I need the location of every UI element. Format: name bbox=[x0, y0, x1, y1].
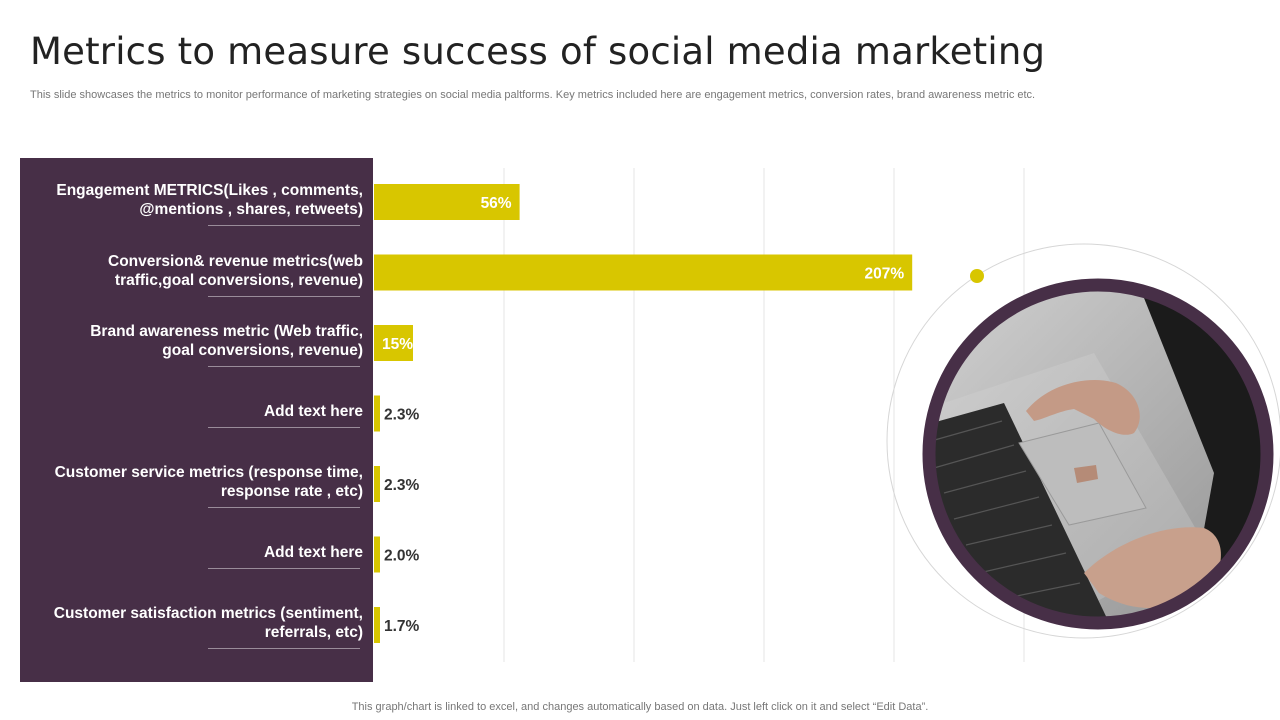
photo-outer-ring bbox=[886, 243, 1280, 639]
category-label-line: Conversion& revenue metrics(web bbox=[108, 252, 363, 270]
data-label: 2.0% bbox=[384, 548, 420, 565]
bar[interactable] bbox=[374, 466, 380, 502]
category-label: Brand awareness metric (Web traffic, goal… bbox=[33, 322, 363, 360]
data-label: 2.3% bbox=[384, 477, 420, 494]
slide-subtitle: This slide showcases the metrics to moni… bbox=[30, 89, 1036, 101]
data-label: 15% bbox=[382, 336, 413, 353]
category-underline bbox=[208, 427, 360, 428]
category-label: Customer satisfaction metrics (sentiment… bbox=[33, 604, 363, 642]
bar[interactable] bbox=[374, 254, 913, 291]
bar[interactable] bbox=[374, 184, 520, 220]
category-label-line: Brand awareness metric (Web traffic, bbox=[90, 323, 363, 340]
category-label-line: Add text here bbox=[263, 544, 363, 561]
slide-footer: This graph/chart is linked to excel, and… bbox=[351, 701, 929, 713]
category-label-line: referrals, etc) bbox=[264, 624, 363, 641]
bar[interactable] bbox=[374, 536, 380, 573]
data-label: 1.7% bbox=[384, 618, 420, 635]
bar[interactable] bbox=[374, 607, 380, 643]
category-label: Add text here bbox=[33, 402, 363, 421]
category-label: Conversion& revenue metrics(web traffic,g… bbox=[33, 252, 363, 290]
category-underline bbox=[208, 568, 360, 569]
category-label-line: @mentions , shares, retweets) bbox=[139, 201, 363, 218]
slide-title: Metrics to measure success of social med… bbox=[30, 30, 1046, 73]
bar[interactable] bbox=[374, 325, 413, 361]
category-panel: Engagement METRICS(Likes , comments, @men… bbox=[20, 158, 373, 682]
category-label-line: response rate , etc) bbox=[220, 483, 363, 500]
category-underline bbox=[208, 225, 360, 226]
photo-ring bbox=[922, 278, 1274, 630]
laptop-typing-photo bbox=[884, 243, 1280, 641]
category-label: Customer service metrics (response time,… bbox=[33, 463, 363, 501]
category-label-line: Add text here bbox=[263, 403, 363, 420]
category-label-line: traffic,goal conversions, revenue) bbox=[114, 271, 363, 289]
category-label-line: goal conversions, revenue) bbox=[162, 342, 363, 359]
category-underline bbox=[208, 295, 360, 297]
category-underline bbox=[208, 648, 360, 649]
accent-dot bbox=[970, 269, 984, 283]
data-label: 56% bbox=[481, 195, 512, 212]
bar[interactable] bbox=[374, 395, 380, 432]
category-label-line: Customer service metrics (response time, bbox=[54, 464, 363, 481]
category-label-line: Customer satisfaction metrics (sentiment… bbox=[53, 605, 363, 622]
category-underline bbox=[208, 366, 360, 367]
category-label-line: Engagement METRICS(Likes , comments, bbox=[56, 182, 363, 199]
category-underline bbox=[208, 507, 360, 508]
category-label: Engagement METRICS(Likes , comments, @men… bbox=[33, 181, 363, 219]
category-label: Add text here bbox=[33, 543, 363, 562]
data-label: 2.3% bbox=[384, 407, 420, 424]
